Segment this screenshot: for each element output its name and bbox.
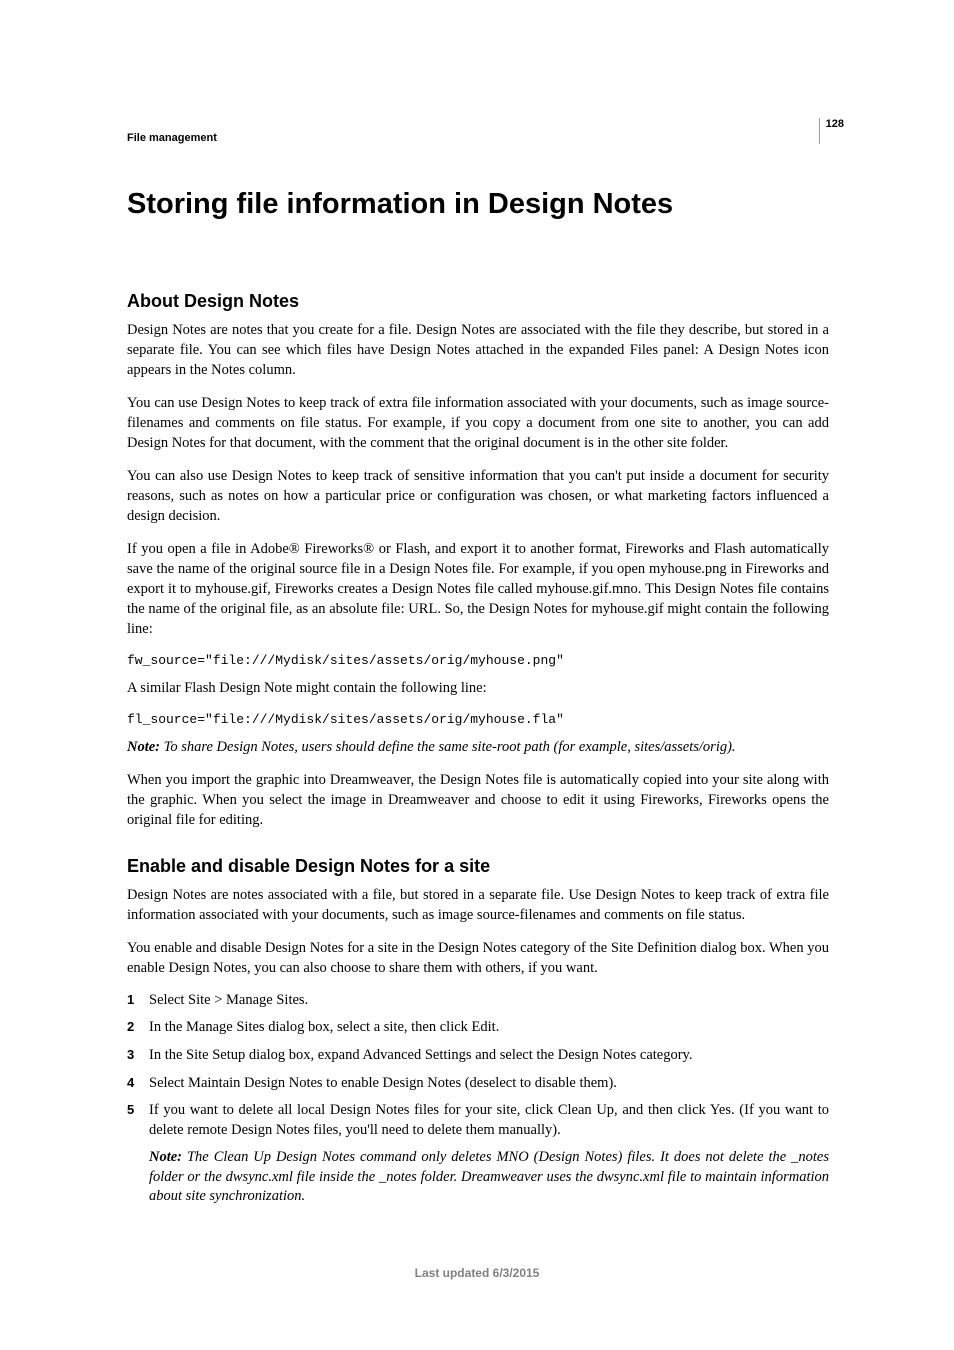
note-text: Note: The Clean Up Design Notes command … xyxy=(149,1148,829,1207)
body-text: When you import the graphic into Dreamwe… xyxy=(127,770,829,830)
code-sample: fw_source="file:///Mydisk/sites/assets/o… xyxy=(127,652,829,670)
list-item: In the Manage Sites dialog box, select a… xyxy=(127,1018,829,1038)
note-text: Note: To share Design Notes, users shoul… xyxy=(127,737,829,757)
footer-updated: Last updated 6/3/2015 xyxy=(0,1266,954,1280)
body-text: If you open a file in Adobe® Fireworks® … xyxy=(127,539,829,639)
code-sample: fl_source="file:///Mydisk/sites/assets/o… xyxy=(127,711,829,729)
body-text: Design Notes are notes that you create f… xyxy=(127,320,829,380)
note-body: The Clean Up Design Notes command only d… xyxy=(149,1149,829,1204)
page-title: Storing file information in Design Notes xyxy=(127,188,829,221)
note-body: To share Design Notes, users should defi… xyxy=(164,739,736,755)
step-list: Select Site > Manage Sites. In the Manag… xyxy=(127,991,829,1207)
note-label: Note: xyxy=(149,1149,187,1165)
section-about-heading: About Design Notes xyxy=(127,291,829,312)
body-text: You enable and disable Design Notes for … xyxy=(127,938,829,978)
section-enable-heading: Enable and disable Design Notes for a si… xyxy=(127,856,829,877)
body-text: A similar Flash Design Note might contai… xyxy=(127,678,829,698)
body-text: You can use Design Notes to keep track o… xyxy=(127,393,829,453)
body-text: You can also use Design Notes to keep tr… xyxy=(127,466,829,526)
list-item: Select Maintain Design Notes to enable D… xyxy=(127,1074,829,1094)
list-item: If you want to delete all local Design N… xyxy=(127,1101,829,1207)
page-body: File management Storing file information… xyxy=(0,0,954,1207)
running-head: File management xyxy=(127,132,829,144)
note-label: Note: xyxy=(127,739,164,755)
list-item: In the Site Setup dialog box, expand Adv… xyxy=(127,1046,829,1066)
list-item: Select Site > Manage Sites. xyxy=(127,991,829,1011)
list-item-text: If you want to delete all local Design N… xyxy=(149,1102,829,1138)
body-text: Design Notes are notes associated with a… xyxy=(127,885,829,925)
